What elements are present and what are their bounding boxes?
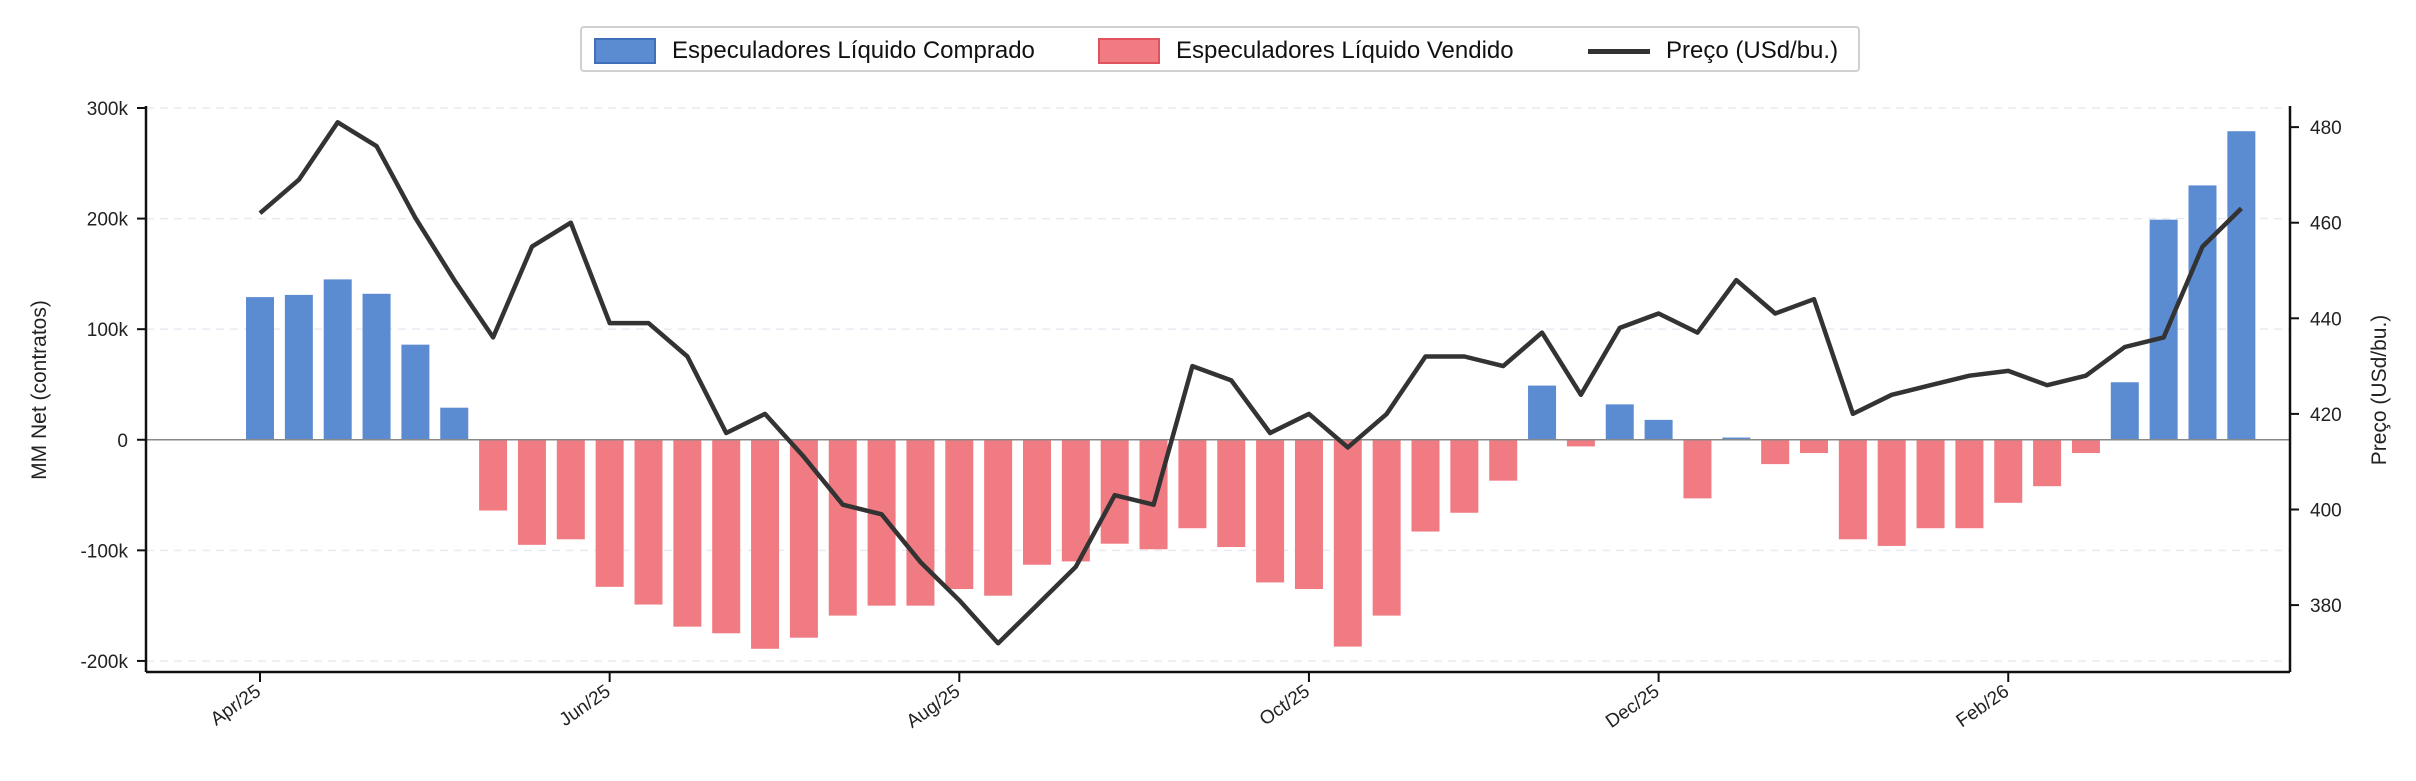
left-tick-label: -100k bbox=[80, 541, 128, 562]
bar-short bbox=[1800, 439, 1828, 454]
bar-long bbox=[284, 294, 313, 440]
bar-short bbox=[1489, 439, 1518, 481]
legend-label-short: Especuladores Líquido Vendido bbox=[1176, 37, 1514, 64]
bar-short bbox=[1217, 439, 1246, 548]
bar-short bbox=[1178, 439, 1207, 529]
bar-short bbox=[1877, 439, 1906, 546]
bar-short bbox=[906, 439, 935, 606]
bar-short bbox=[828, 439, 857, 616]
bar-short bbox=[1023, 439, 1051, 565]
left-tick-label: 300k bbox=[87, 99, 129, 120]
bar-long bbox=[1528, 385, 1557, 440]
legend-item-short: Especuladores Líquido Vendido bbox=[1098, 28, 1514, 74]
left-tick-label: 200k bbox=[87, 210, 129, 231]
right-tick-label: 380 bbox=[2310, 596, 2342, 617]
right-tick-label: 420 bbox=[2310, 405, 2342, 426]
bar-long bbox=[2110, 382, 2139, 440]
bar-short bbox=[595, 439, 624, 587]
bar-short bbox=[1994, 439, 2023, 503]
bar-short bbox=[479, 439, 508, 511]
x-tick-label: Dec/25 bbox=[1602, 681, 1663, 733]
bar-short bbox=[945, 439, 974, 590]
axes bbox=[137, 106, 2299, 682]
bar-long bbox=[1644, 419, 1673, 440]
right-axis-title: Preço (USd/bu.) bbox=[2368, 315, 2391, 466]
bar-short bbox=[1139, 439, 1168, 550]
bar-short bbox=[2071, 439, 2100, 454]
bar-long bbox=[1605, 404, 1634, 440]
legend-item-long: Especuladores Líquido Comprado bbox=[594, 28, 1035, 74]
bar-long bbox=[323, 279, 352, 440]
bar-short bbox=[556, 439, 585, 540]
right-tick-label: 480 bbox=[2310, 118, 2342, 139]
legend-item-price: Preço (USd/bu.) bbox=[1588, 28, 1838, 74]
legend-swatch-long bbox=[594, 38, 656, 64]
bar-short bbox=[789, 439, 818, 638]
left-tick-label: 100k bbox=[87, 320, 129, 341]
legend-swatch-price bbox=[1588, 48, 1650, 54]
bar-short bbox=[2033, 439, 2062, 487]
x-tick-label: Oct/25 bbox=[1256, 681, 1314, 730]
bar-short bbox=[1761, 439, 1790, 465]
bar-short bbox=[1372, 439, 1401, 616]
x-tick-label: Aug/25 bbox=[903, 681, 964, 733]
bar-long bbox=[440, 407, 469, 440]
bar-short bbox=[1450, 439, 1479, 513]
price-line-layer bbox=[258, 120, 2243, 646]
bar-short bbox=[1683, 439, 1712, 499]
bar-short bbox=[1333, 439, 1362, 647]
bar-short bbox=[634, 439, 663, 605]
right-tick-label: 400 bbox=[2310, 500, 2342, 521]
bar-long bbox=[401, 344, 430, 440]
bar-short bbox=[751, 439, 780, 649]
bar-short bbox=[1411, 439, 1440, 532]
bar-long bbox=[2188, 185, 2217, 440]
bar-short bbox=[1916, 439, 1945, 529]
x-tick-label: Jun/25 bbox=[556, 681, 615, 731]
x-tick-label: Feb/26 bbox=[1953, 681, 2014, 732]
price-line bbox=[258, 120, 2243, 646]
legend-label-price: Preço (USd/bu.) bbox=[1666, 37, 1839, 64]
bar-short bbox=[1838, 439, 1867, 540]
legend-label-long: Especuladores Líquido Comprado bbox=[672, 37, 1035, 64]
bar-long bbox=[362, 293, 391, 440]
left-axis-title: MM Net (contratos) bbox=[28, 300, 51, 480]
bar-long bbox=[246, 297, 274, 440]
bar-short bbox=[1256, 439, 1285, 583]
legend-swatch-short bbox=[1098, 38, 1160, 64]
bar-short bbox=[673, 439, 702, 627]
bar-long bbox=[2149, 219, 2178, 440]
bar-short bbox=[1061, 439, 1090, 562]
gridlines bbox=[146, 107, 2290, 662]
bar-short bbox=[517, 439, 546, 545]
right-tick-label: 460 bbox=[2310, 214, 2342, 235]
right-tick-label: 440 bbox=[2310, 309, 2342, 330]
bar-short bbox=[867, 439, 896, 606]
bar-short bbox=[712, 439, 741, 634]
bar-short bbox=[1294, 439, 1323, 590]
bar-long bbox=[1722, 437, 1751, 440]
bars bbox=[246, 131, 2256, 649]
bar-short bbox=[1100, 439, 1129, 544]
x-tick-label: Apr/25 bbox=[207, 681, 265, 730]
legend: Especuladores Líquido Comprado Especulad… bbox=[580, 26, 1860, 72]
bar-long bbox=[2227, 131, 2256, 440]
left-tick-label: 0 bbox=[117, 431, 128, 452]
bar-short bbox=[1566, 439, 1595, 447]
bar-short bbox=[1955, 439, 1984, 529]
left-tick-label: -200k bbox=[80, 652, 128, 673]
bar-short bbox=[984, 439, 1013, 596]
